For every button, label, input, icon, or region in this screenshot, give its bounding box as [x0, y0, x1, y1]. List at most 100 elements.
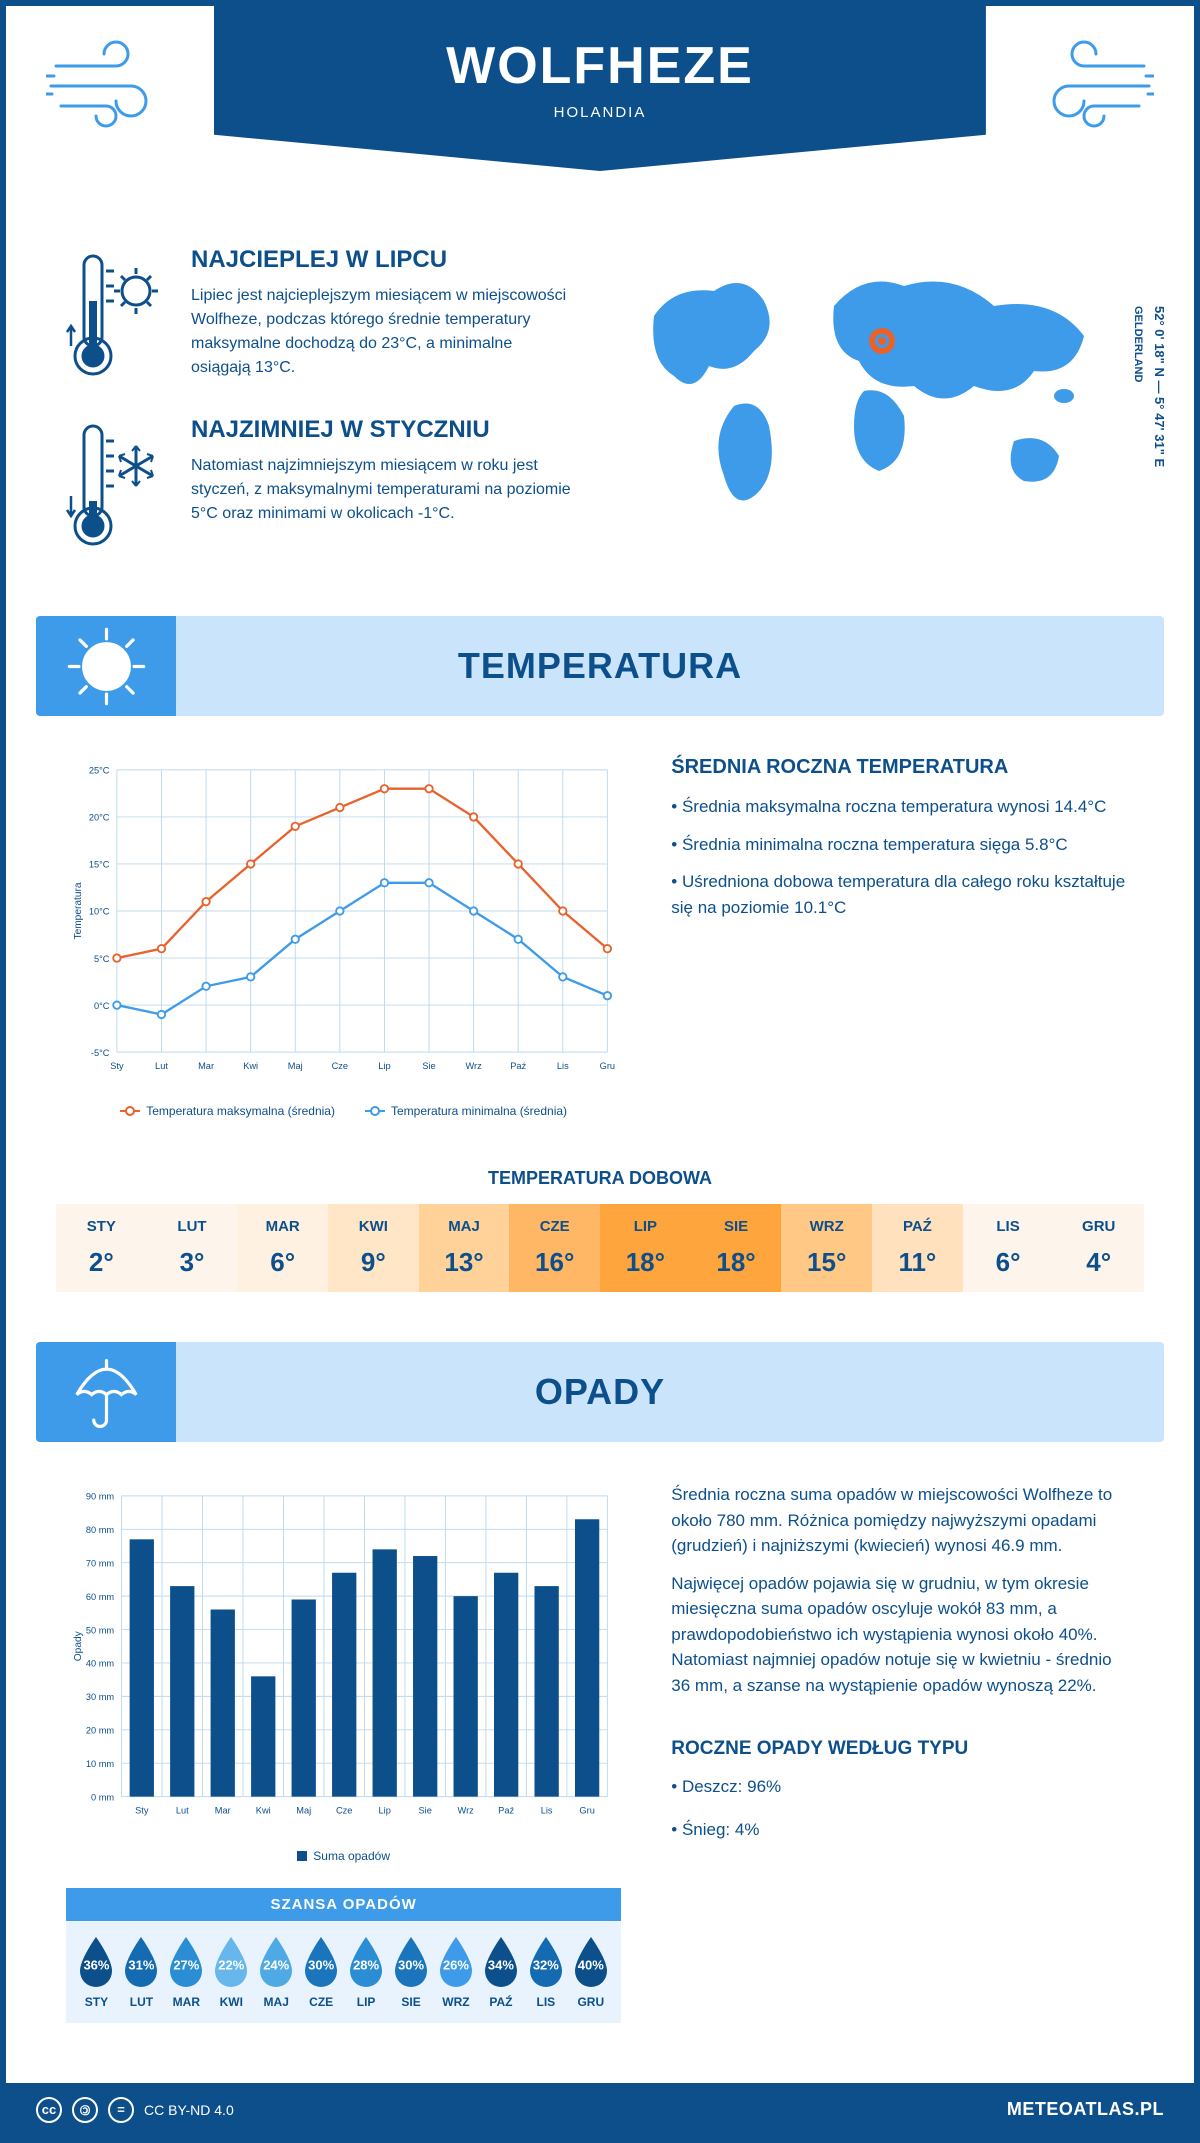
svg-text:Paź: Paź: [498, 1805, 514, 1815]
chance-cell: 27%MAR: [164, 1935, 209, 2009]
daily-temp-title: TEMPERATURA DOBOWA: [6, 1168, 1194, 1189]
svg-text:Lut: Lut: [176, 1805, 189, 1815]
daily-temp-table: STY2°LUT3°MAR6°KWI9°MAJ13°CZE16°LIP18°SI…: [56, 1204, 1144, 1292]
footer-bar: cc 🄯 = CC BY-ND 4.0 METEOATLAS.PL: [6, 2083, 1194, 2137]
rain-type-item: • Deszcz: 96%: [671, 1772, 1134, 1803]
svg-text:Kwi: Kwi: [243, 1061, 258, 1071]
wind-icon-right: [1014, 36, 1154, 136]
daily-temp-cell: WRZ15°: [781, 1204, 872, 1292]
rain-bar-chart: 0 mm10 mm20 mm30 mm40 mm50 mm60 mm70 mm8…: [66, 1482, 621, 2053]
svg-text:90 mm: 90 mm: [86, 1492, 115, 1502]
city-title: WOLFHEZE: [234, 36, 966, 96]
wind-icon-left: [46, 36, 186, 136]
chance-title: SZANSA OPADÓW: [66, 1888, 621, 1921]
title-banner: WOLFHEZE HOLANDIA: [214, 6, 986, 171]
rain-summary: Średnia roczna suma opadów w miejscowośc…: [671, 1482, 1134, 2053]
sun-icon: [36, 616, 176, 716]
svg-text:70 mm: 70 mm: [86, 1559, 115, 1569]
svg-text:Wrz: Wrz: [458, 1805, 475, 1815]
nd-icon: =: [108, 2097, 134, 2123]
svg-text:Wrz: Wrz: [465, 1061, 482, 1071]
daily-temp-cell: PAŹ11°: [872, 1204, 963, 1292]
daily-temp-cell: STY2°: [56, 1204, 147, 1292]
svg-text:Sty: Sty: [110, 1061, 124, 1071]
svg-text:20°C: 20°C: [89, 813, 110, 823]
svg-text:Opady: Opady: [73, 1631, 84, 1662]
daily-temp-cell: SIE18°: [691, 1204, 782, 1292]
header-banner: WOLFHEZE HOLANDIA: [6, 6, 1194, 206]
hot-fact-title: NAJCIEPLEJ W LIPCU: [191, 246, 574, 274]
country-label: HOLANDIA: [234, 104, 966, 121]
svg-text:30 mm: 30 mm: [86, 1692, 115, 1702]
chance-cell: 34%PAŹ: [478, 1935, 523, 2009]
svg-text:Lis: Lis: [557, 1061, 569, 1071]
svg-text:Mar: Mar: [198, 1061, 214, 1071]
svg-text:Cze: Cze: [336, 1805, 352, 1815]
svg-text:Gru: Gru: [600, 1061, 615, 1071]
chance-cell: 40%GRU: [568, 1935, 613, 2009]
chance-cell: 32%LIS: [523, 1935, 568, 2009]
svg-text:40 mm: 40 mm: [86, 1659, 115, 1669]
umbrella-icon: [36, 1342, 176, 1442]
daily-temp-cell: MAJ13°: [419, 1204, 510, 1292]
chance-cell: 30%SIE: [389, 1935, 434, 2009]
svg-text:Lip: Lip: [379, 1805, 391, 1815]
svg-text:50 mm: 50 mm: [86, 1625, 115, 1635]
rain-section-banner: OPADY: [36, 1342, 1164, 1442]
daily-temp-cell: LIP18°: [600, 1204, 691, 1292]
svg-text:Sie: Sie: [418, 1805, 431, 1815]
svg-text:10°C: 10°C: [89, 907, 110, 917]
temperature-section-banner: TEMPERATURA: [36, 616, 1164, 716]
temperature-summary: ŚREDNIA ROCZNA TEMPERATURA • Średnia mak…: [671, 756, 1134, 1118]
temp-summary-item: • Średnia maksymalna roczna temperatura …: [671, 794, 1134, 820]
svg-text:Mar: Mar: [215, 1805, 231, 1815]
chance-cell: 28%LIP: [344, 1935, 389, 2009]
daily-temp-cell: LIS6°: [963, 1204, 1054, 1292]
svg-text:10 mm: 10 mm: [86, 1759, 115, 1769]
svg-text:Lut: Lut: [155, 1061, 168, 1071]
svg-text:25°C: 25°C: [89, 766, 110, 776]
rain-summary-p1: Średnia roczna suma opadów w miejscowośc…: [671, 1482, 1134, 1559]
thermometer-hot-icon: [66, 246, 166, 386]
chance-cell: 36%STY: [74, 1935, 119, 2009]
svg-text:Temperatura: Temperatura: [73, 882, 84, 939]
temperature-heading: TEMPERATURA: [458, 645, 742, 687]
thermometer-cold-icon: [66, 416, 166, 556]
svg-text:Maj: Maj: [288, 1061, 303, 1071]
chance-drop-row: 36%STY31%LUT27%MAR22%KWI24%MAJ30%CZE28%L…: [66, 1921, 621, 2023]
svg-text:Paź: Paź: [510, 1061, 526, 1071]
daily-temp-cell: LUT3°: [147, 1204, 238, 1292]
svg-text:0°C: 0°C: [94, 1001, 110, 1011]
legend-min-label: Temperatura minimalna (średnia): [391, 1104, 567, 1118]
legend-max-label: Temperatura maksymalna (średnia): [146, 1104, 335, 1118]
daily-temp-cell: KWI9°: [328, 1204, 419, 1292]
svg-text:Kwi: Kwi: [256, 1805, 271, 1815]
cc-icon: cc: [36, 2097, 62, 2123]
daily-temp-cell: CZE16°: [509, 1204, 600, 1292]
rain-summary-p2: Najwięcej opadów pojawia się w grudniu, …: [671, 1571, 1134, 1699]
svg-text:Lis: Lis: [541, 1805, 553, 1815]
svg-text:-5°C: -5°C: [91, 1048, 110, 1058]
svg-text:20 mm: 20 mm: [86, 1726, 115, 1736]
chance-cell: 26%WRZ: [434, 1935, 479, 2009]
svg-text:Maj: Maj: [296, 1805, 311, 1815]
by-icon: 🄯: [72, 2097, 98, 2123]
svg-text:Cze: Cze: [332, 1061, 348, 1071]
svg-text:5°C: 5°C: [94, 954, 110, 964]
chance-cell: 31%LUT: [119, 1935, 164, 2009]
svg-text:60 mm: 60 mm: [86, 1592, 115, 1602]
chance-cell: 22%KWI: [209, 1935, 254, 2009]
coordinates-label: 52° 0' 18" N — 5° 47' 31" E GELDERLAND: [1127, 306, 1169, 467]
site-label: METEOATLAS.PL: [1007, 2099, 1164, 2120]
rain-types-title: ROCZNE OPADY WEDŁUG TYPU: [671, 1738, 1134, 1760]
cold-fact-body: Natomiast najzimniejszym miesiącem w rok…: [191, 454, 574, 526]
svg-text:Gru: Gru: [579, 1805, 594, 1815]
temp-summary-item: • Uśredniona dobowa temperatura dla całe…: [671, 869, 1134, 920]
chance-cell: 30%CZE: [299, 1935, 344, 2009]
rain-heading: OPADY: [535, 1371, 665, 1413]
temp-summary-title: ŚREDNIA ROCZNA TEMPERATURA: [671, 756, 1134, 779]
svg-text:15°C: 15°C: [89, 860, 110, 870]
cold-fact-title: NAJZIMNIEJ W STYCZNIU: [191, 416, 574, 444]
temperature-line-chart: -5°C 0°C 5°C 10°C 15°C 20°C 25°C Sty Lut Mar Kwi Ma…: [66, 756, 621, 1118]
world-map-icon: [614, 246, 1134, 526]
